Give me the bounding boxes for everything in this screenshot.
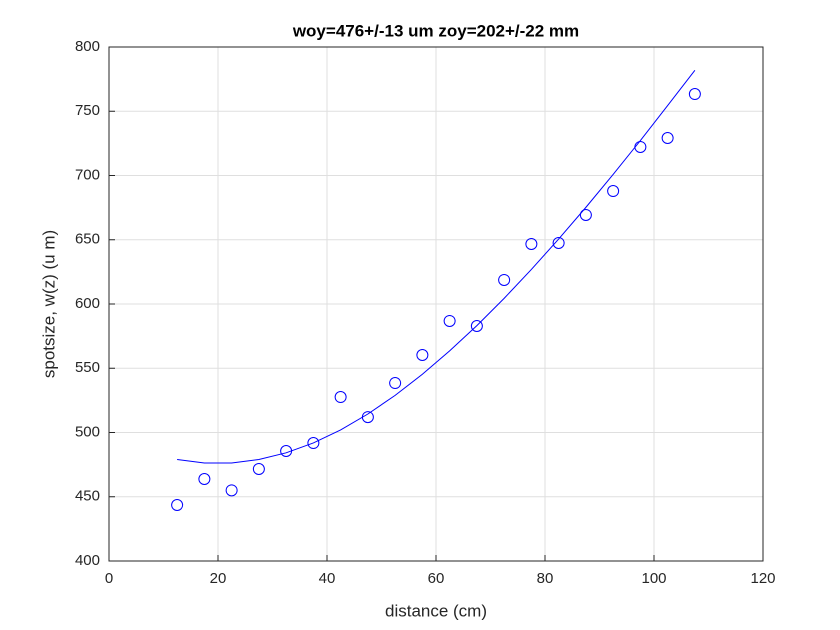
y-tick-label: 750 [75, 102, 100, 119]
x-tick-label: 60 [428, 570, 445, 587]
data-point [443, 314, 456, 327]
data-point [552, 236, 565, 249]
y-tick-label: 500 [75, 423, 100, 440]
data-point [470, 319, 483, 332]
data-point [579, 208, 592, 221]
x-tick-label: 0 [105, 570, 113, 587]
data-point [688, 88, 701, 101]
y-tick-label: 700 [75, 166, 100, 183]
data-point [171, 498, 184, 511]
fit-line [177, 69, 696, 464]
data-point [198, 473, 211, 486]
data-point [225, 484, 238, 497]
y-tick-label: 650 [75, 231, 100, 248]
data-point [334, 391, 347, 404]
data-point [607, 185, 620, 198]
data-point [252, 462, 265, 475]
data-point [416, 349, 429, 362]
y-tick-label: 550 [75, 359, 100, 376]
x-axis-label: distance (cm) [385, 601, 487, 620]
chart-title: woy=476+/-13 um zoy=202+/-22 mm [292, 21, 579, 40]
data-point [389, 377, 402, 390]
data-point [307, 437, 320, 450]
x-tick-label: 40 [319, 570, 336, 587]
x-tick-label: 80 [537, 570, 554, 587]
y-tick-label: 600 [75, 295, 100, 312]
data-point [525, 237, 538, 250]
x-tick-label: 20 [210, 570, 227, 587]
y-tick-label: 450 [75, 488, 100, 505]
y-axis-label: spotsize, w(z) (u m) [39, 230, 58, 378]
x-tick-label: 100 [641, 570, 666, 587]
x-tick-label: 120 [750, 570, 775, 587]
y-tick-label: 400 [75, 552, 100, 569]
data-point [498, 273, 511, 286]
y-tick-label: 800 [75, 38, 100, 55]
data-point [661, 131, 674, 144]
axes-box [108, 46, 764, 562]
